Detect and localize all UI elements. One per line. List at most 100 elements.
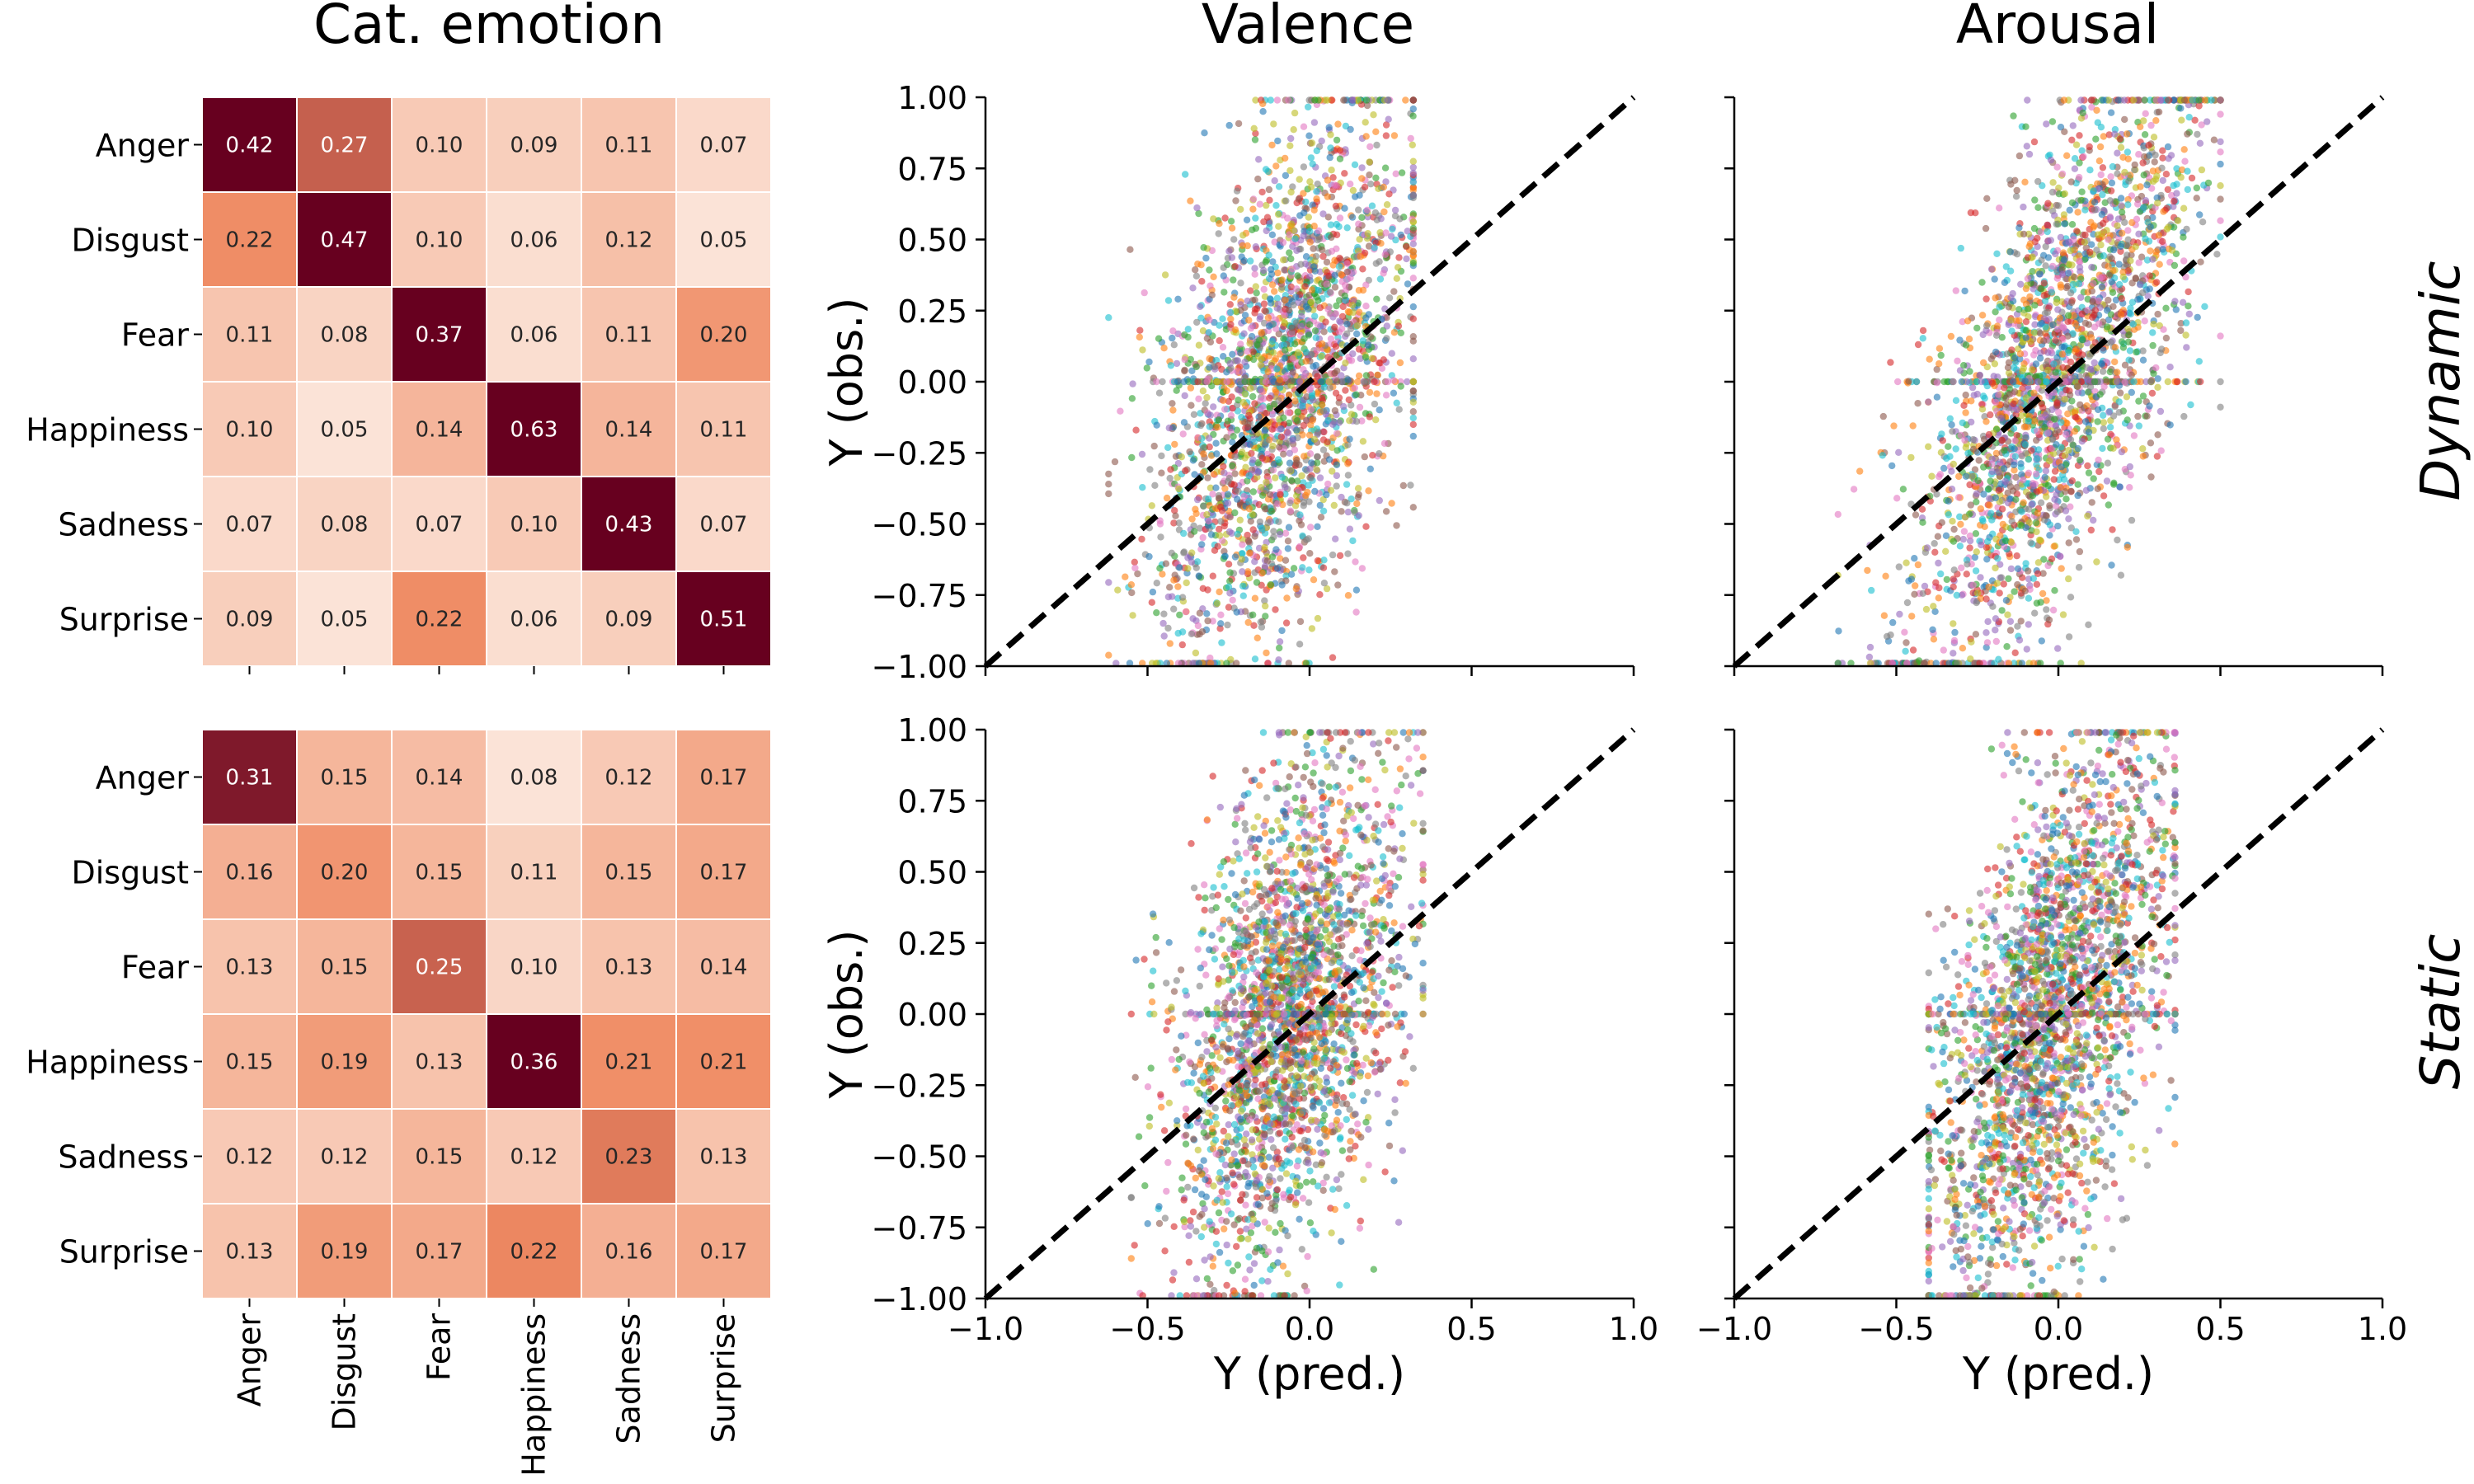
scatter-point: [2100, 411, 2107, 419]
scatter-point: [1150, 442, 1158, 450]
scatter-point: [1281, 266, 1288, 274]
scatter-point: [1246, 441, 1254, 448]
scatter-point: [1246, 340, 1253, 347]
scatter-point: [2078, 147, 2086, 154]
scatter-point: [1340, 402, 1348, 411]
scatter-point: [1310, 576, 1318, 584]
scatter-point: [1131, 564, 1139, 572]
scatter-point: [2128, 371, 2135, 378]
scatter-point: [1295, 195, 1303, 203]
scatter-point: [2096, 143, 2105, 151]
scatter-point: [1239, 398, 1247, 406]
scatter-point: [2105, 501, 2112, 509]
scatter-point: [1342, 387, 1349, 394]
scatter-point: [2180, 96, 2189, 104]
scatter-point: [2116, 389, 2124, 397]
scatter-point: [1231, 453, 1239, 461]
scatter-point: [1369, 452, 1376, 459]
scatter-point: [2033, 528, 2040, 536]
scatter-point: [1176, 564, 1183, 571]
scatter-point: [2153, 453, 2161, 460]
scatter-point: [1308, 459, 1315, 467]
scatter-point: [1238, 413, 1245, 421]
scatter-point: [1389, 225, 1396, 233]
scatter-point: [1336, 147, 1344, 154]
scatter-point: [2069, 122, 2077, 129]
scatter-point: [2023, 646, 2030, 653]
scatter-point: [1364, 230, 1371, 237]
scatter-point: [1239, 541, 1246, 548]
scatter-point: [1229, 596, 1236, 604]
heatmap-cell-fear-happiness: [486, 918, 582, 1015]
scatter-point: [2091, 199, 2099, 206]
scatter-point: [2051, 495, 2058, 503]
heatmap-value-label: 0.21: [700, 1050, 748, 1075]
scatter-point: [2048, 262, 2057, 270]
heatmap-cell-anger-anger: [201, 96, 298, 193]
scatter-point: [1963, 571, 1970, 578]
scatter-point: [1264, 519, 1272, 527]
scatter-point: [1348, 495, 1355, 503]
scatter-point: [1268, 507, 1276, 515]
scatter-point: [1169, 327, 1177, 335]
scatter-point: [1207, 531, 1216, 538]
scatter-point: [1395, 322, 1403, 330]
heatmap-cell-surprise-anger: [201, 571, 298, 667]
scatter-point: [1253, 289, 1260, 297]
scatter-point: [1954, 494, 1963, 501]
scatter-point: [1258, 188, 1266, 196]
scatter-point: [1975, 457, 1982, 464]
scatter-point: [2095, 157, 2104, 165]
scatter-point: [1319, 340, 1326, 348]
scatter-point: [1217, 518, 1225, 525]
scatter-point: [1331, 323, 1338, 331]
heatmap-value-label: 0.17: [700, 861, 748, 885]
scatter-point: [1248, 332, 1256, 340]
scatter-point: [1347, 125, 1354, 134]
scatter-point: [2050, 360, 2058, 368]
scatter-point: [1333, 182, 1341, 190]
scatter-point: [2110, 481, 2118, 488]
scatter-point: [1211, 363, 1219, 371]
scatter-point: [2217, 217, 2224, 224]
scatter-point: [1286, 507, 1295, 514]
scatter-point: [1341, 204, 1348, 212]
heatmap-value-label: 0.17: [416, 1240, 463, 1265]
scatter-point: [1188, 367, 1196, 374]
heatmap-value-label: 0.15: [321, 766, 369, 791]
scatter-point: [1298, 312, 1305, 320]
scatter-point: [1864, 566, 1871, 575]
scatter-point: [2142, 235, 2149, 242]
scatter-point: [1286, 249, 1293, 256]
scatter-point: [1270, 528, 1277, 535]
scatter-point: [1200, 244, 1207, 251]
scatter-point: [2217, 96, 2224, 104]
heatmap-cell-surprise-anger: [201, 1203, 298, 1299]
scatter-point: [1225, 247, 1233, 255]
scatter-point: [1856, 467, 1864, 475]
scatter-point: [2001, 384, 2008, 392]
scatter-point: [1344, 592, 1352, 599]
scatter-point: [1382, 508, 1390, 515]
scatter-point: [1180, 529, 1188, 538]
scatter-point: [1329, 551, 1337, 559]
scatter-point: [1409, 315, 1418, 322]
scatter-point: [1170, 341, 1178, 349]
scatter-point: [1991, 360, 1999, 368]
scatter-point: [2180, 204, 2188, 212]
scatter-point: [1324, 438, 1331, 446]
scatter-point: [1252, 96, 1259, 104]
scatter-point: [1221, 406, 1229, 413]
heatmap-cell-happiness-disgust: [296, 381, 393, 477]
scatter-point: [1246, 549, 1253, 557]
scatter-point: [1352, 558, 1359, 566]
scatter-point: [1332, 535, 1339, 542]
scatter-point: [1287, 220, 1296, 228]
scatter-point: [1260, 300, 1268, 308]
scatter-point: [2082, 486, 2090, 494]
scatter-point: [2195, 358, 2203, 365]
scatter-point: [1333, 461, 1341, 468]
scatter-point: [2166, 421, 2174, 429]
heatmap-cell-sadness-fear: [391, 476, 487, 572]
scatter-point: [1990, 373, 1997, 380]
